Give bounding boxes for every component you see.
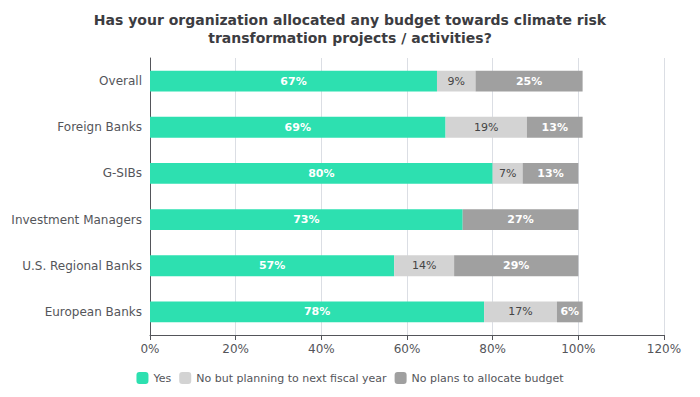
svg-text:40%: 40% — [308, 342, 335, 356]
svg-text:69%: 69% — [285, 121, 311, 134]
svg-text:29%: 29% — [503, 259, 529, 272]
svg-text:17%: 17% — [508, 305, 532, 318]
svg-text:Overall: Overall — [99, 74, 142, 88]
svg-text:G-SIBs: G-SIBs — [103, 166, 142, 180]
svg-text:80%: 80% — [308, 167, 334, 180]
svg-text:Yes: Yes — [152, 372, 171, 385]
svg-text:13%: 13% — [542, 121, 568, 134]
svg-text:9%: 9% — [448, 75, 465, 88]
svg-text:13%: 13% — [537, 167, 563, 180]
svg-text:No but planning to next fiscal: No but planning to next fiscal year — [196, 372, 387, 385]
svg-text:78%: 78% — [304, 305, 330, 318]
svg-text:7%: 7% — [499, 167, 516, 180]
svg-text:60%: 60% — [394, 342, 421, 356]
svg-text:57%: 57% — [259, 259, 285, 272]
svg-text:27%: 27% — [507, 213, 533, 226]
svg-text:67%: 67% — [280, 75, 306, 88]
svg-text:Investment Managers: Investment Managers — [11, 213, 142, 227]
svg-text:14%: 14% — [412, 259, 436, 272]
svg-text:73%: 73% — [293, 213, 319, 226]
svg-text:25%: 25% — [516, 75, 542, 88]
svg-text:6%: 6% — [560, 305, 579, 318]
svg-text:120%: 120% — [647, 342, 681, 356]
svg-text:Foreign Banks: Foreign Banks — [57, 120, 142, 134]
svg-text:Has your organization allocate: Has your organization allocated any budg… — [94, 12, 607, 28]
svg-text:100%: 100% — [561, 342, 595, 356]
svg-text:European Banks: European Banks — [45, 305, 142, 319]
svg-text:19%: 19% — [474, 121, 498, 134]
svg-text:0%: 0% — [140, 342, 159, 356]
svg-text:No plans to allocate budget: No plans to allocate budget — [412, 372, 565, 385]
svg-text:20%: 20% — [222, 342, 249, 356]
svg-text:80%: 80% — [479, 342, 506, 356]
svg-text:U.S. Regional Banks: U.S. Regional Banks — [22, 259, 142, 273]
svg-text:transformation projects / acti: transformation projects / activities? — [208, 30, 492, 46]
